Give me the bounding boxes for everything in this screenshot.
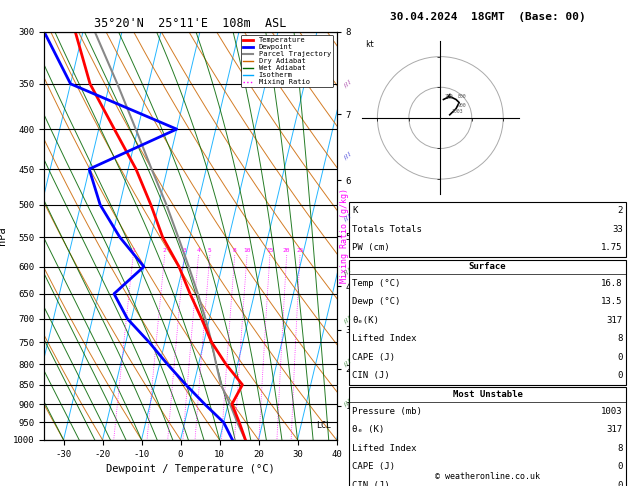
Text: Totals Totals: Totals Totals [352,225,422,234]
Text: Dewp (°C): Dewp (°C) [352,297,401,306]
Text: 5: 5 [208,248,212,253]
Text: CAPE (J): CAPE (J) [352,353,395,362]
Text: 700: 700 [445,94,454,99]
Text: 8: 8 [617,444,623,452]
Text: 317: 317 [606,316,623,325]
Text: Pressure (mb): Pressure (mb) [352,407,422,416]
Text: CAPE (J): CAPE (J) [352,462,395,471]
Text: Lifted Index: Lifted Index [352,334,417,343]
Text: PW (cm): PW (cm) [352,243,390,252]
Text: Surface: Surface [469,262,506,271]
Text: 20: 20 [283,248,291,253]
Title: 35°20'N  25°11'E  108m  ASL: 35°20'N 25°11'E 108m ASL [94,17,286,31]
Text: 1.75: 1.75 [601,243,623,252]
Y-axis label: km
ASL: km ASL [360,216,376,236]
Text: θₑ (K): θₑ (K) [352,425,384,434]
Text: 15: 15 [266,248,274,253]
Text: 4: 4 [197,248,201,253]
Text: 1003: 1003 [601,407,623,416]
Text: 0: 0 [617,462,623,471]
Text: ///: /// [343,398,353,408]
Text: K: K [352,207,358,215]
Text: 8: 8 [617,334,623,343]
Text: CIN (J): CIN (J) [352,371,390,380]
Text: LCL: LCL [316,421,331,431]
Text: 317: 317 [606,425,623,434]
Text: © weatheronline.co.uk: © weatheronline.co.uk [435,472,540,481]
Text: 1003: 1003 [451,109,463,114]
Text: Most Unstable: Most Unstable [452,390,523,399]
Text: ///: /// [343,357,353,367]
Text: 0: 0 [617,353,623,362]
Text: 2: 2 [617,207,623,215]
Text: 30.04.2024  18GMT  (Base: 00): 30.04.2024 18GMT (Base: 00) [389,12,586,22]
Text: 3: 3 [182,248,186,253]
Text: kt: kt [365,40,374,50]
Text: 10: 10 [243,248,251,253]
Text: 1: 1 [131,248,135,253]
Text: 900: 900 [458,103,466,108]
Legend: Temperature, Dewpoint, Parcel Trajectory, Dry Adiabat, Wet Adiabat, Isotherm, Mi: Temperature, Dewpoint, Parcel Trajectory… [241,35,333,87]
Text: 0: 0 [617,371,623,380]
Text: 13.5: 13.5 [601,297,623,306]
X-axis label: Dewpoint / Temperature (°C): Dewpoint / Temperature (°C) [106,464,275,474]
Text: 800: 800 [458,94,466,99]
Text: 0: 0 [617,481,623,486]
Text: ///: /// [343,211,353,222]
Text: ///: /// [343,78,353,88]
Text: Mixing Ratio (g/kg): Mixing Ratio (g/kg) [340,188,348,283]
Text: Lifted Index: Lifted Index [352,444,417,452]
Text: CIN (J): CIN (J) [352,481,390,486]
Text: 25: 25 [296,248,304,253]
Text: Temp (°C): Temp (°C) [352,279,401,288]
Text: 8: 8 [233,248,237,253]
Text: 33: 33 [612,225,623,234]
Text: 16.8: 16.8 [601,279,623,288]
Text: 2: 2 [163,248,167,253]
Text: ///: /// [343,266,353,277]
Text: θₑ(K): θₑ(K) [352,316,379,325]
Y-axis label: hPa: hPa [0,226,8,245]
Text: ///: /// [343,313,353,324]
Text: ///: /// [343,150,353,160]
